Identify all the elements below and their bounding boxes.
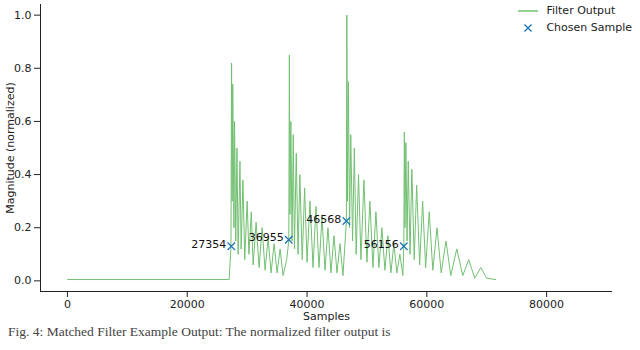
svg-text:Samples: Samples	[303, 310, 350, 323]
svg-text:0.6: 0.6	[14, 114, 32, 128]
html-text:Filter Output: Filter Output	[546, 4, 616, 17]
svg-text:80000: 80000	[529, 298, 564, 311]
html-text:Fig. 4: Matched Filter Example: Fig. 4: Matched Filter Example Output: T…	[8, 324, 391, 339]
svg-text:0.8: 0.8	[14, 62, 32, 75]
svg-text:1.0: 1.0	[14, 9, 32, 22]
svg-text:40000: 40000	[289, 298, 325, 312]
svg-text:0.0: 0.0	[14, 274, 32, 287]
svg-text:20000: 20000	[170, 298, 205, 311]
svg-text:Magnitude (normalized): Magnitude (normalized)	[4, 82, 17, 213]
svg-text:36955: 36955	[249, 231, 284, 244]
svg-text:60000: 60000	[409, 298, 444, 311]
svg-text:46568: 46568	[306, 213, 341, 226]
svg-text:0.4: 0.4	[14, 168, 32, 182]
svg-text:0.2: 0.2	[14, 221, 32, 234]
svg-text:56156: 56156	[364, 238, 399, 251]
html-text:Chosen Sample: Chosen Sample	[546, 21, 632, 34]
svg-text:0: 0	[64, 298, 71, 311]
svg-text:27354: 27354	[191, 238, 226, 251]
